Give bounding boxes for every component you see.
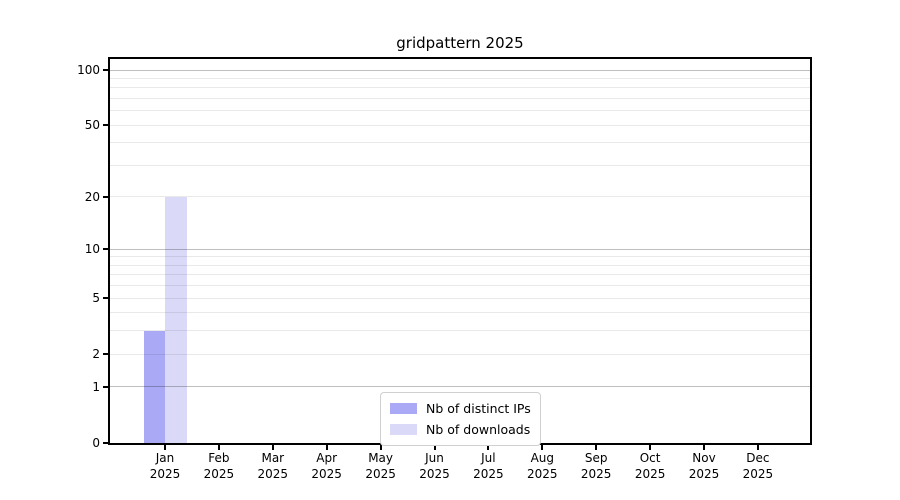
y-tick-label: 50	[84, 118, 100, 133]
y-tick-label: 2	[92, 347, 100, 362]
y-tick-label: 20	[84, 189, 100, 204]
gridline-minor	[110, 87, 810, 89]
gridline-minor	[110, 330, 810, 332]
x-tick	[649, 445, 652, 450]
y-tick	[103, 353, 108, 356]
gridline-minor	[110, 274, 810, 276]
gridline-major	[110, 386, 810, 388]
x-tick-label: Jun 2025	[419, 451, 450, 481]
gridline-minor	[110, 312, 810, 314]
legend-item-downloads: Nb of downloads	[390, 419, 531, 440]
legend-swatch-distinct-ips	[390, 403, 417, 414]
x-tick-label: Apr 2025	[311, 451, 342, 481]
gridline-major	[110, 248, 810, 250]
gridline-minor	[110, 77, 810, 79]
x-tick	[703, 445, 705, 450]
x-tick	[379, 445, 382, 450]
x-tick-label: Oct 2025	[634, 451, 666, 481]
y-tick-label: 100	[77, 63, 100, 77]
x-tick-label: Jan 2025	[149, 451, 181, 481]
x-tick	[217, 445, 220, 450]
x-tick	[433, 445, 436, 450]
y-tick	[103, 195, 108, 198]
y-tick-label: 10	[84, 242, 100, 257]
gridline-minor	[110, 353, 810, 355]
y-tick	[103, 69, 108, 71]
gridline-minor	[110, 142, 810, 144]
x-tick	[164, 445, 166, 450]
x-tick	[595, 445, 598, 450]
gridline-minor	[110, 297, 810, 299]
x-tick-label: Jul 2025	[473, 451, 504, 481]
legend: Nb of distinct IPs Nb of downloads	[380, 392, 541, 446]
gridline-minor	[110, 97, 810, 99]
legend-label-distinct-ips: Nb of distinct IPs	[426, 401, 531, 416]
gridline-minor	[110, 264, 810, 266]
x-tick-label: Nov 2025	[688, 451, 720, 481]
x-tick-label: Sep 2025	[580, 451, 612, 481]
gridline-major	[110, 69, 810, 71]
x-tick-label: Dec 2025	[742, 451, 774, 481]
gridline-minor	[110, 196, 810, 198]
gridline-minor	[110, 124, 810, 126]
chart-title: gridpattern 2025	[396, 34, 524, 52]
gridline-minor	[110, 256, 810, 258]
legend-item-distinct-ips: Nb of distinct IPs	[390, 398, 531, 419]
x-tick	[325, 445, 328, 450]
x-tick	[271, 445, 274, 450]
x-tick	[756, 445, 759, 450]
plot-area: Jan 2025 Feb 2025 Mar 2025 Apr 2025 May 2025 Jun 20…	[77, 57, 812, 481]
y-tick	[103, 248, 108, 251]
y-tick	[103, 124, 108, 127]
x-tick	[487, 445, 490, 450]
x-tick-label: Feb 2025	[203, 451, 235, 481]
y-tick	[103, 297, 108, 300]
gridline-minor	[110, 285, 810, 287]
y-tick	[103, 385, 108, 388]
gridline-minor	[110, 164, 810, 166]
y-tick-label: 0	[92, 436, 100, 450]
gridline-minor	[110, 110, 810, 112]
x-tick-label: Mar 2025	[257, 451, 289, 481]
legend-swatch-downloads	[390, 424, 417, 435]
bar-downloads-jan	[165, 196, 187, 443]
y-tick-label: 1	[92, 379, 100, 394]
bar-distinct-ips-jan	[143, 330, 165, 443]
legend-label-downloads: Nb of downloads	[426, 422, 531, 437]
x-tick-label: Aug 2025	[527, 451, 558, 481]
x-tick	[541, 445, 544, 450]
y-tick-label: 5	[92, 291, 100, 306]
y-tick	[103, 442, 108, 444]
x-tick-label: May 2025	[365, 451, 396, 481]
